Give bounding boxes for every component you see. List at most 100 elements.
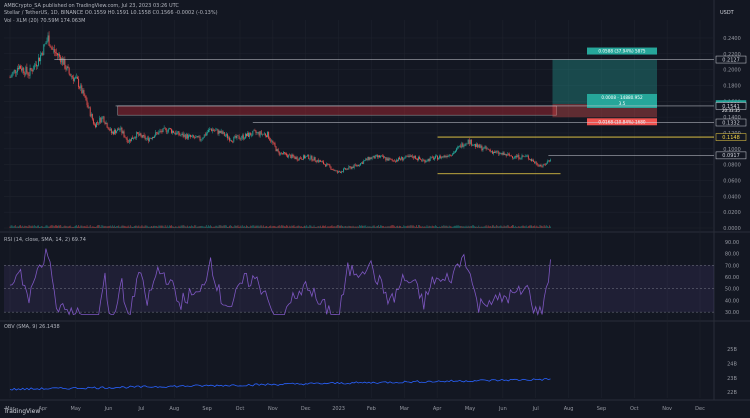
volume-bar xyxy=(306,225,308,228)
price-candle xyxy=(36,65,38,67)
volume-bar xyxy=(277,225,279,228)
price-candle xyxy=(222,132,224,134)
volume-bar xyxy=(237,225,239,228)
price-candle xyxy=(106,122,108,128)
volume-bar xyxy=(247,226,248,228)
price-candle xyxy=(402,156,404,161)
volume-bar xyxy=(33,225,35,228)
volume-bar xyxy=(423,226,425,228)
publish-info: AMBCrypto_SA published on TradingView.co… xyxy=(4,3,179,9)
volume-bar xyxy=(465,225,467,228)
price-candle xyxy=(438,158,440,160)
price-candle xyxy=(355,165,357,166)
price-candle xyxy=(294,157,296,159)
price-candle xyxy=(15,72,17,74)
price-candle xyxy=(320,161,322,163)
volume-bar xyxy=(525,225,527,228)
price-candle xyxy=(532,160,534,161)
volume-bar xyxy=(252,225,254,228)
price-candle xyxy=(459,145,461,147)
volume-bar xyxy=(291,225,293,228)
price-candle xyxy=(38,57,39,66)
rsi-tick-label: 30.00 xyxy=(725,310,739,316)
price-candle xyxy=(344,168,346,169)
price-candle xyxy=(516,155,518,157)
price-candle xyxy=(440,155,442,159)
price-candle xyxy=(431,156,433,158)
time-tick-label: May xyxy=(465,406,475,412)
volume-bar xyxy=(533,226,535,228)
volume-bar xyxy=(142,226,144,228)
price-tick-label: 0.2200 xyxy=(723,52,741,58)
volume-bar xyxy=(117,226,119,228)
price-candle xyxy=(107,127,109,130)
price-candle xyxy=(405,155,407,158)
volume-bar xyxy=(419,225,421,228)
price-candle xyxy=(114,129,115,135)
volume-bar xyxy=(433,226,435,228)
volume-bar xyxy=(61,226,63,228)
volume-bar xyxy=(137,226,139,228)
price-candle xyxy=(88,107,90,109)
price-candle xyxy=(348,166,350,170)
volume-bar xyxy=(193,226,195,228)
volume-bar xyxy=(529,225,531,228)
price-tick-label: 0.1400 xyxy=(723,115,741,121)
volume-bar xyxy=(464,226,466,228)
volume-bar xyxy=(484,226,486,228)
volume-bar xyxy=(136,225,138,228)
time-tick-label: Oct xyxy=(236,406,245,412)
price-candle xyxy=(230,140,232,141)
price-candle xyxy=(307,154,309,156)
obv-tick-label: 23B xyxy=(727,376,737,382)
volume-bar xyxy=(442,226,444,228)
price-candle xyxy=(544,164,546,166)
volume-bar xyxy=(468,226,470,228)
volume-bar xyxy=(194,225,196,228)
rsi-tick-label: 70.00 xyxy=(725,263,739,269)
volume-bar xyxy=(499,226,501,228)
price-candle xyxy=(371,157,373,159)
price-candle xyxy=(480,145,482,148)
volume-bar xyxy=(109,225,111,228)
volume-bar xyxy=(254,226,256,228)
time-tick-label: Nov xyxy=(662,406,672,412)
price-candle xyxy=(133,138,134,140)
volume-bar xyxy=(242,226,244,228)
volume-bar xyxy=(38,225,39,228)
price-candle xyxy=(136,132,138,138)
volume-bar xyxy=(474,226,475,228)
volume-bar xyxy=(161,225,163,228)
price-candle xyxy=(326,163,328,167)
volume-bar xyxy=(116,226,118,228)
price-candle xyxy=(325,164,327,167)
price-candle xyxy=(263,133,265,135)
volume-bar xyxy=(147,226,149,228)
volume-bar xyxy=(85,226,87,228)
volume-bar xyxy=(542,226,544,228)
volume-bar xyxy=(390,225,392,228)
price-candle xyxy=(85,96,87,101)
volume-bar xyxy=(504,226,506,228)
time-tick-label: Feb xyxy=(367,406,376,412)
price-candle xyxy=(483,147,485,149)
price-candle xyxy=(82,90,84,94)
volume-bar xyxy=(46,225,48,228)
volume-bar xyxy=(14,225,16,228)
volume-bar xyxy=(543,225,545,228)
price-candle xyxy=(204,134,206,136)
price-candle xyxy=(455,150,456,153)
price-candle xyxy=(333,169,335,171)
volume-bar xyxy=(425,226,427,228)
price-candle xyxy=(20,65,22,69)
price-candle xyxy=(540,164,542,166)
price-candle xyxy=(389,158,391,159)
time-tick-label: Oct xyxy=(630,406,639,412)
volume-bar xyxy=(412,225,414,228)
price-candle xyxy=(68,67,70,74)
price-candle xyxy=(430,156,432,158)
volume-bar xyxy=(20,225,22,228)
time-tick-label: Dec xyxy=(695,406,705,412)
volume-bar xyxy=(380,225,381,228)
price-candle xyxy=(259,131,261,136)
